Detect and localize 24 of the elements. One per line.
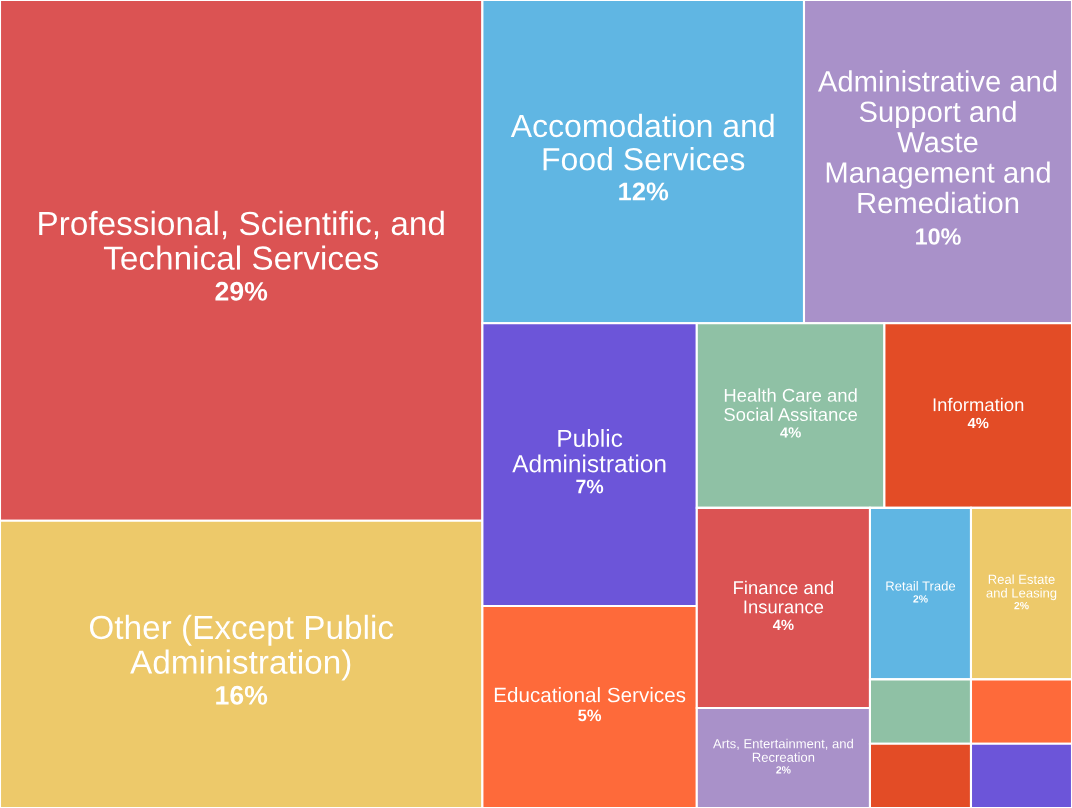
category-label: Accomodation and Food Services <box>510 113 774 171</box>
category-label: Health Care and Social Assitance <box>724 388 858 422</box>
category-label: Educational Services <box>494 687 686 703</box>
category-label: Professional, Scientific, and Technical Services <box>39 210 444 270</box>
category-label: Information <box>933 397 1024 412</box>
data-label: 16% <box>216 685 268 705</box>
category-label: Finance and Insurance <box>734 580 834 614</box>
category-label: Administrative and Support and Waste Management and Remediation <box>817 70 1057 214</box>
category-label: Retail Trade <box>886 581 956 591</box>
data-label: 2% <box>776 766 791 774</box>
data-label: 12% <box>619 182 669 201</box>
data-label: 10% <box>916 228 961 245</box>
data-label: 5% <box>578 709 602 722</box>
data-label: 4% <box>772 619 794 631</box>
category-label: Real Estate and Leasing <box>986 574 1057 601</box>
category-label: Arts, Entertainment, and Recreation <box>713 738 853 762</box>
data-label: 2% <box>1014 601 1029 610</box>
category-label: Public Administration <box>512 429 666 473</box>
data-label: 4% <box>967 417 989 429</box>
data-label: 4% <box>780 427 801 438</box>
data-label: 29% <box>215 281 268 301</box>
category-label: Other (Except Public Administration) <box>89 614 394 681</box>
data-label: 2% <box>913 595 928 603</box>
data-label: 7% <box>576 479 604 494</box>
